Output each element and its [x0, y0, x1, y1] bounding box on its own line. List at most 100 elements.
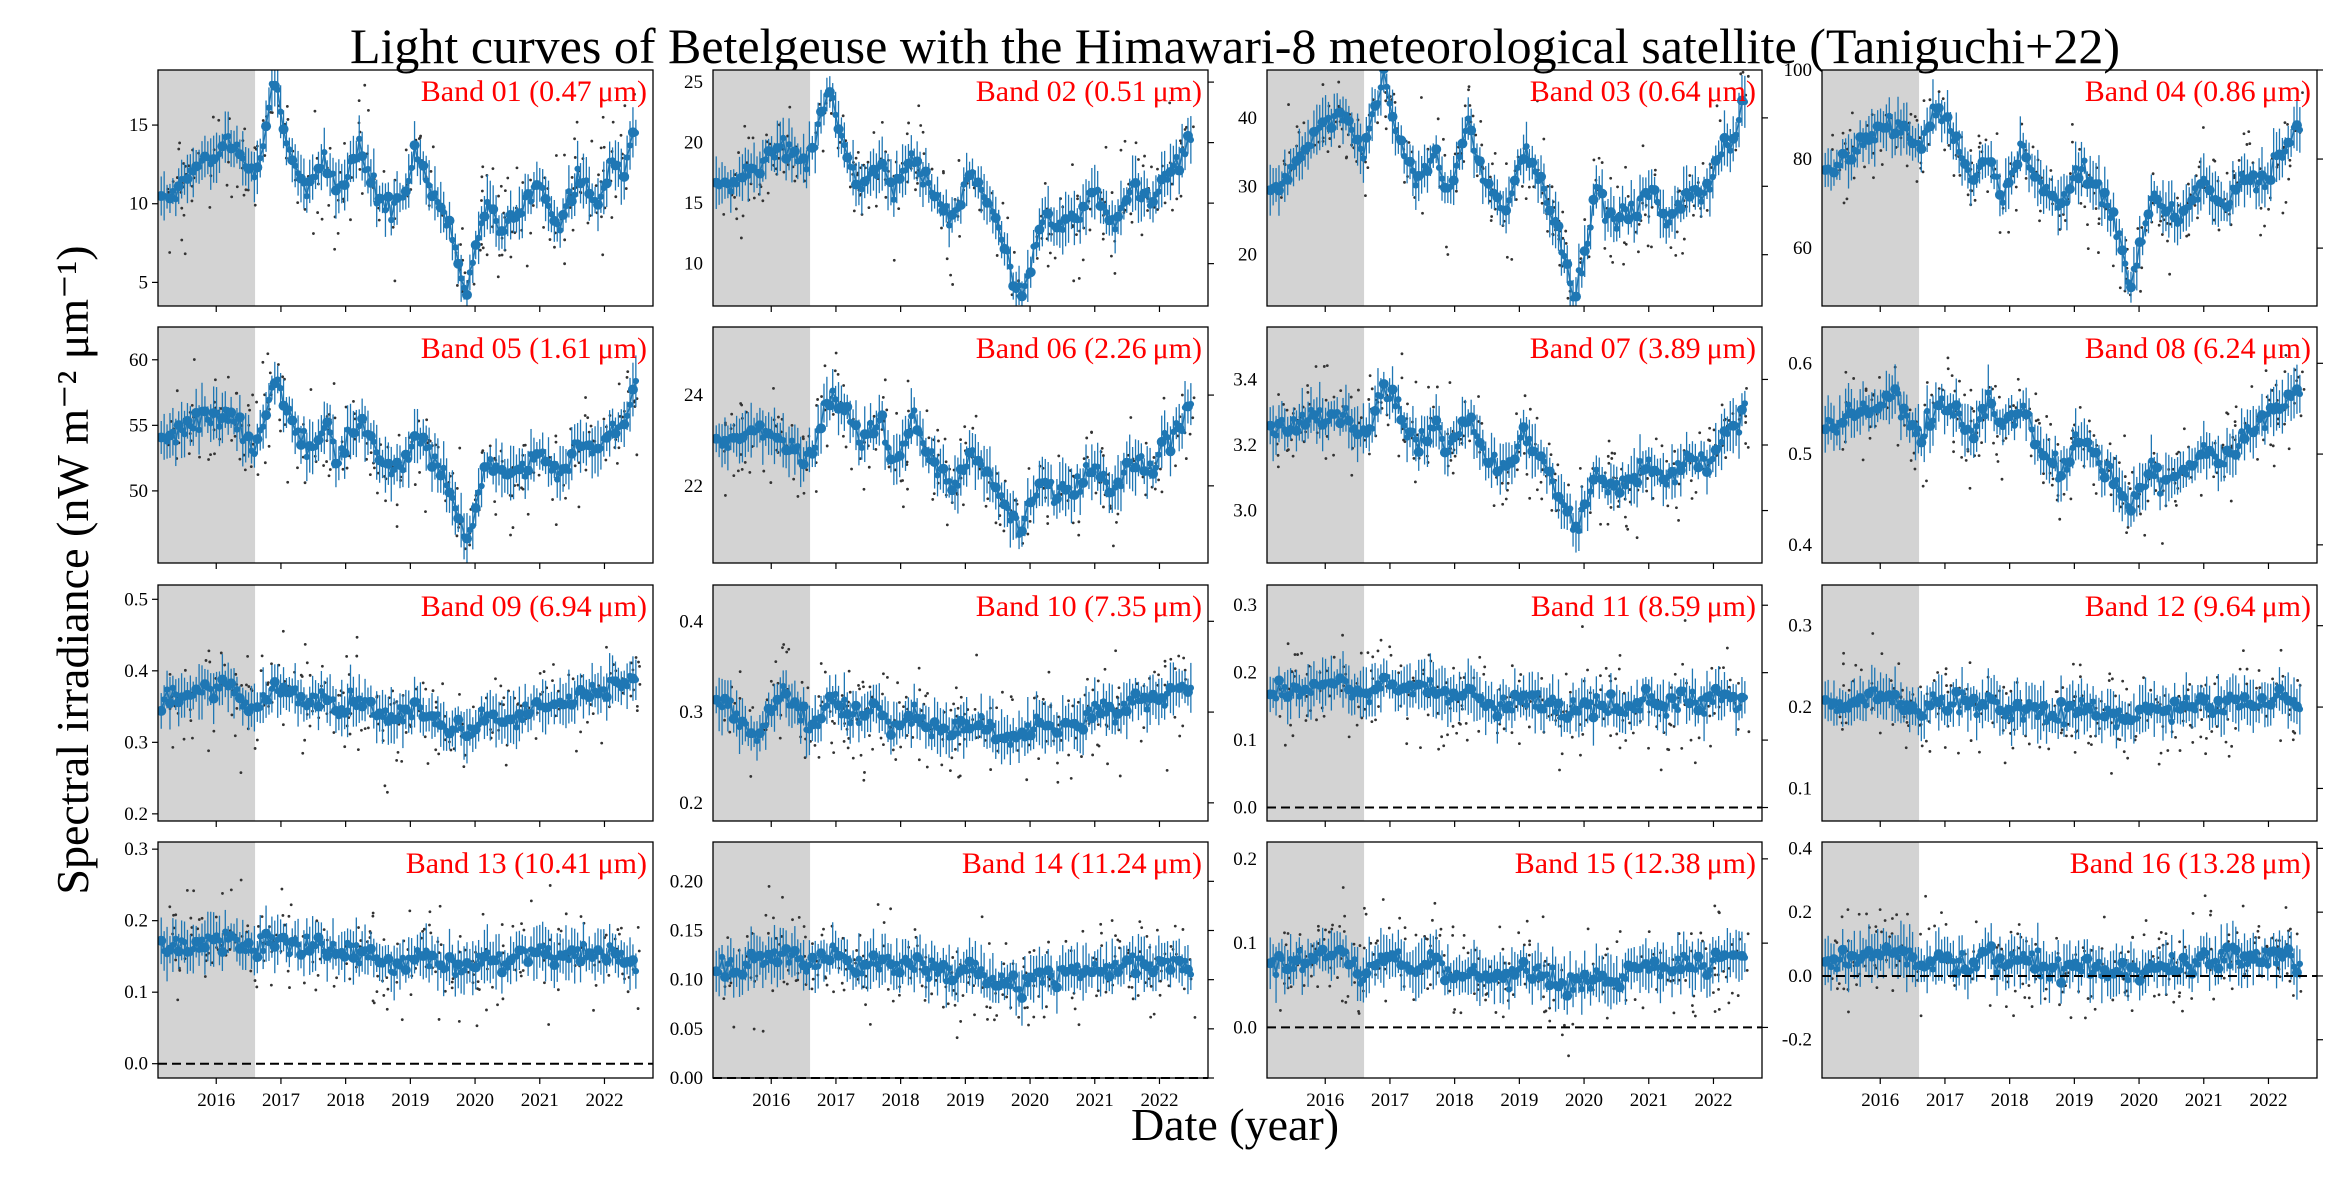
- data-point: [452, 244, 459, 251]
- data-point: [1012, 514, 1020, 522]
- raw-point: [2038, 421, 2041, 425]
- raw-point: [263, 154, 267, 157]
- data-point: [777, 143, 784, 150]
- data-point: [727, 188, 734, 195]
- raw-point: [1536, 99, 1539, 103]
- raw-point: [2029, 454, 2033, 458]
- raw-point: [336, 231, 340, 235]
- data-point: [1126, 458, 1133, 465]
- raw-point: [1455, 189, 1458, 193]
- raw-point: [1588, 511, 1592, 515]
- data-point: [2052, 450, 2059, 457]
- data-point: [794, 443, 801, 450]
- data-point: [1148, 196, 1158, 207]
- raw-point: [1451, 471, 1455, 475]
- data-point: [1540, 458, 1548, 465]
- data-point: [1674, 459, 1682, 467]
- raw-point: [1606, 522, 1610, 526]
- raw-point: [463, 271, 467, 275]
- raw-point: [2131, 307, 2134, 310]
- raw-point: [313, 109, 317, 113]
- data-point: [1593, 466, 1600, 473]
- data-point: [920, 166, 931, 177]
- raw-point: [2182, 427, 2186, 431]
- raw-point: [570, 176, 574, 179]
- data-point: [969, 447, 976, 454]
- raw-point: [1724, 456, 1728, 459]
- raw-point: [1600, 161, 1604, 164]
- raw-point: [1921, 170, 1925, 174]
- raw-point: [285, 104, 289, 108]
- panel-frame: [712, 69, 1209, 307]
- raw-point: [1046, 522, 1050, 525]
- raw-point: [1913, 115, 1917, 118]
- data-point: [1665, 219, 1673, 226]
- data-point: [1086, 467, 1097, 478]
- raw-point: [2056, 443, 2060, 446]
- data-point: [1004, 248, 1011, 255]
- data-point: [1299, 411, 1306, 418]
- raw-point: [1324, 457, 1328, 460]
- raw-point: [369, 451, 373, 454]
- data-point: [492, 462, 500, 469]
- raw-point: [1941, 97, 1945, 101]
- y-axis-label: Spectral irradiance (nW m⁻² μm⁻¹): [47, 245, 98, 894]
- y-tick-label: 0.6: [1788, 353, 1812, 374]
- raw-point: [426, 762, 430, 765]
- data-point: [1043, 208, 1054, 219]
- raw-point: [286, 480, 290, 484]
- raw-point: [563, 262, 567, 266]
- raw-point: [2237, 159, 2241, 162]
- data-point: [626, 142, 634, 149]
- data-point: [1501, 205, 1512, 216]
- data-point: [1604, 489, 1612, 496]
- data-point: [388, 471, 395, 478]
- raw-point: [1468, 104, 1472, 107]
- data-point: [1109, 490, 1116, 497]
- y-tick-label: 30: [1238, 176, 1257, 197]
- raw-point: [1386, 423, 1390, 427]
- raw-point: [2125, 531, 2128, 534]
- raw-point: [2136, 227, 2140, 230]
- raw-point: [1276, 453, 1280, 457]
- raw-point: [1980, 441, 1983, 445]
- raw-point: [1650, 245, 1653, 249]
- raw-point: [1168, 101, 1172, 105]
- raw-point: [296, 466, 299, 470]
- raw-point: [638, 682, 642, 686]
- data-point: [259, 423, 267, 430]
- data-point: [1597, 188, 1608, 199]
- raw-point: [1370, 387, 1374, 391]
- raw-point: [995, 254, 999, 257]
- raw-point: [233, 434, 237, 438]
- raw-point: [866, 160, 870, 164]
- raw-point: [1367, 398, 1371, 401]
- raw-point: [301, 751, 305, 755]
- data-point: [1741, 400, 1749, 407]
- data-point: [539, 448, 546, 455]
- raw-point: [1504, 497, 1508, 501]
- raw-point: [1514, 198, 1518, 201]
- data-point: [1466, 412, 1477, 423]
- raw-point: [2109, 493, 2113, 497]
- raw-point: [1928, 98, 1932, 102]
- data-point: [973, 177, 984, 188]
- raw-point: [1028, 323, 1031, 326]
- data-point: [1138, 453, 1145, 460]
- raw-point: [1116, 512, 1120, 516]
- raw-point: [235, 706, 239, 710]
- raw-point: [730, 412, 734, 416]
- raw-point: [2000, 477, 2004, 481]
- raw-point: [308, 673, 312, 677]
- data-point: [820, 106, 828, 113]
- raw-point: [589, 703, 593, 706]
- raw-point: [852, 209, 856, 213]
- raw-point: [1077, 276, 1081, 280]
- raw-point: [1623, 515, 1627, 519]
- raw-point: [242, 193, 246, 197]
- raw-point: [168, 251, 172, 254]
- raw-point: [1745, 386, 1748, 390]
- raw-point: [1708, 426, 1712, 430]
- data-point: [1587, 224, 1594, 231]
- raw-point: [1925, 381, 1929, 384]
